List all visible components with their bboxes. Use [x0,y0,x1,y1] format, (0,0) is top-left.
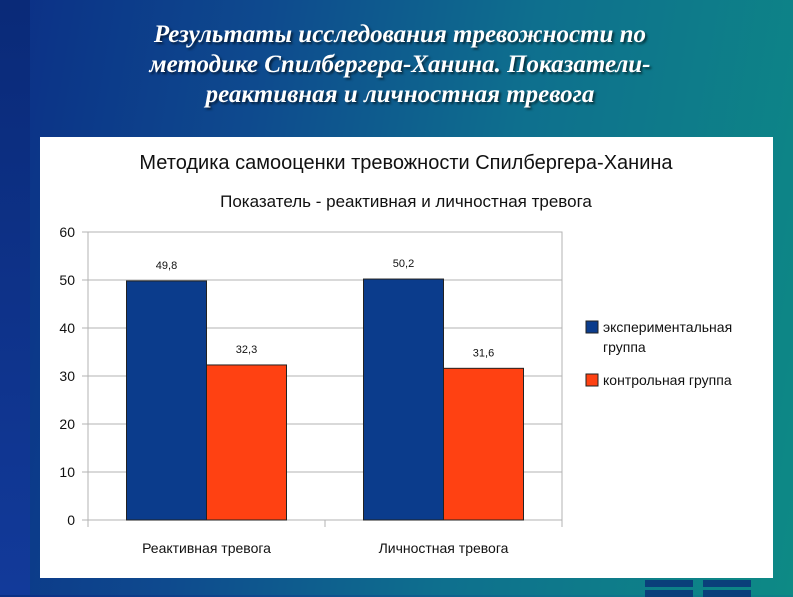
legend-swatch-1 [585,320,599,334]
slide-title-line-2: методике Спилбергера-Ханина. Показатели- [149,51,651,78]
slide-title-line-3: реактивная и личностная тревога [205,81,595,108]
chart-container: Методика самооценки тревожности Спилберг… [40,137,773,578]
legend-label-cont: группа [603,339,646,355]
y-tick-label: 20 [59,416,75,432]
y-tick-label: 40 [59,320,75,336]
data-label: 50,2 [393,258,414,270]
slide-title: Результаты исследования тревожности по м… [70,20,730,110]
bar-2-2 [443,367,524,521]
chart-title: Методика самооценки тревожности Спилберг… [139,152,673,174]
y-tick-label: 10 [59,464,75,480]
y-tick-label: 50 [59,272,75,288]
decor-bar-3 [645,590,693,597]
bar-2-1 [206,364,287,521]
data-labels: 49,8 32,3 50,2 31,6 [156,258,494,359]
left-band [0,0,30,595]
bar-1-2 [363,278,444,521]
x-category-label: Реактивная тревога [142,540,271,556]
legend-swatch-2 [585,373,599,387]
data-label: 31,6 [473,347,494,359]
data-label: 49,8 [156,260,177,272]
decor-bar-2 [703,580,751,587]
bars [126,278,524,521]
legend: экспериментальная группа контрольная групп… [585,319,732,388]
y-tick-label: 0 [67,512,75,528]
decor-bar-4 [703,590,751,597]
legend-label: контрольная группа [603,372,732,388]
legend-label: экспериментальная [603,319,732,335]
bar-1-1 [126,280,207,521]
axes: 0 10 20 30 40 50 60 Реактивная тревога Личностна… [59,224,563,556]
x-category-label: Личностная тревога [379,540,509,556]
decor-bar-1 [645,580,693,587]
bar-chart: Методика самооценки тревожности Спилберг… [59,152,732,556]
y-tick-label: 60 [59,224,75,240]
data-label: 32,3 [236,344,257,356]
slide-title-line-1: Результаты исследования тревожности по [153,21,647,48]
chart-subtitle: Показатель - реактивная и личностная тре… [220,192,592,211]
y-tick-label: 30 [59,368,75,384]
